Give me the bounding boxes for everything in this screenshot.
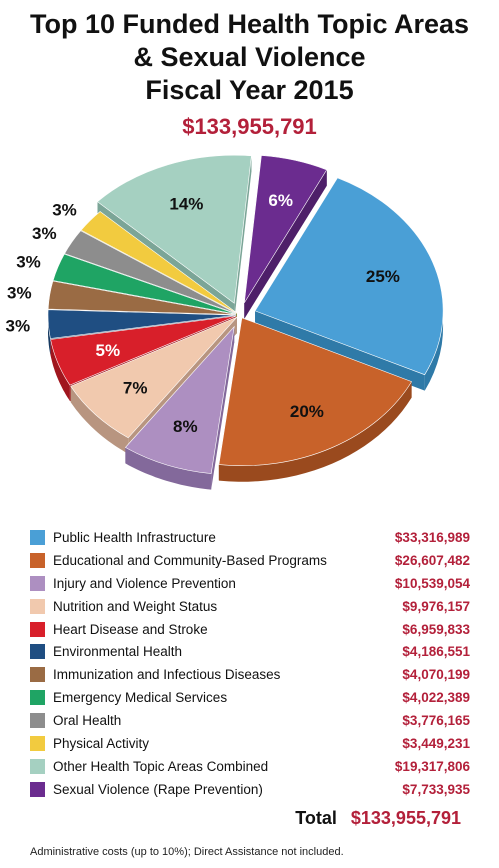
- pie-percent-label: 3%: [52, 201, 77, 220]
- pie-slice-wall: [234, 155, 252, 320]
- pie-percent-label: 8%: [173, 417, 198, 436]
- legend-value: $10,539,054: [394, 575, 470, 591]
- legend-item: Environmental Health $4,186,551: [30, 640, 470, 663]
- pie-percent-label: 5%: [96, 341, 121, 360]
- legend-value: $19,317,806: [394, 758, 470, 774]
- legend-label: Public Health Infrastructure: [53, 529, 216, 545]
- pie-slice-side: [50, 339, 70, 402]
- pie-percent-label: 6%: [268, 191, 293, 210]
- legend-swatch: [30, 644, 45, 660]
- pie-slice-wall: [244, 169, 327, 319]
- pie-chart: 25% 20% 8% 7%5% 3% 3% 3% 3% 3% 14% 6%: [6, 154, 444, 490]
- legend-swatch: [30, 713, 45, 729]
- grand-total: Total $133,955,791: [295, 808, 461, 829]
- title-line-1: Top 10 Funded Health Topic Areas: [29, 9, 470, 39]
- pie-slice: [244, 155, 328, 304]
- legend-item: Educational and Community-Based Programs…: [30, 549, 470, 572]
- legend-swatch: [30, 781, 45, 797]
- legend-label: Nutrition and Weight Status: [53, 598, 218, 614]
- legend-label: Educational and Community-Based Programs: [53, 552, 327, 568]
- pie-slice: [70, 316, 238, 439]
- legend-label: Emergency Medical Services: [53, 690, 228, 706]
- legend-value: $3,776,165: [402, 713, 470, 729]
- legend-swatch: [30, 621, 45, 637]
- footnote: Administrative costs (up to 10%); Direct…: [30, 846, 344, 858]
- legend-label: Sexual Violence (Rape Prevention): [53, 781, 263, 797]
- pie-slice: [47, 280, 237, 315]
- legend-swatch: [30, 598, 45, 614]
- pie-slice: [124, 325, 235, 474]
- legend-value: $4,022,389: [402, 690, 470, 706]
- legend-value: $26,607,482: [394, 552, 470, 568]
- legend-swatch: [30, 529, 45, 545]
- legend-swatch: [30, 552, 45, 568]
- legend-value: $4,070,199: [402, 667, 470, 683]
- legend-value: $33,316,989: [394, 529, 470, 545]
- legend-item: Immunization and Infectious Diseases $4,0…: [30, 663, 470, 686]
- legend-item: Injury and Violence Prevention $10,539,05…: [30, 572, 470, 595]
- legend-label: Injury and Violence Prevention: [53, 575, 236, 591]
- pie-slice-side: [70, 386, 129, 454]
- total-amount-heading: $133,955,791: [182, 114, 317, 139]
- pie-slice: [80, 211, 238, 314]
- legend-swatch: [30, 735, 45, 751]
- pie-percent-label: 3%: [7, 284, 32, 303]
- legend-item: Emergency Medical Services $4,022,389: [30, 686, 470, 709]
- legend-swatch: [30, 758, 45, 774]
- pie-slice: [50, 315, 237, 386]
- legend-item: Public Health Infrastructure $33,316,989: [30, 526, 470, 549]
- legend-item: Nutrition and Weight Status $9,976,157: [30, 595, 470, 618]
- legend-value: $3,449,231: [402, 735, 470, 751]
- legend-swatch: [30, 667, 45, 683]
- legend-label: Other Health Topic Areas Combined: [53, 758, 269, 774]
- legend-item: Physical Activity $3,449,231: [30, 732, 470, 755]
- legend-label: Physical Activity: [53, 735, 150, 751]
- legend-swatch: [30, 575, 45, 591]
- pie-percent-label: 20%: [290, 402, 324, 421]
- pie-percent-label: 3%: [6, 316, 31, 335]
- legend-label: Oral Health: [53, 713, 122, 729]
- pie-percent-label: 25%: [366, 267, 400, 286]
- legend-item: Oral Health $3,776,165: [30, 709, 470, 732]
- title-line-3: Fiscal Year 2015: [145, 75, 354, 105]
- legend-value: $7,733,935: [402, 781, 470, 797]
- pie-slice: [97, 154, 252, 304]
- legend-value: $4,186,551: [402, 644, 470, 660]
- pie-slice-wall: [211, 326, 235, 490]
- pie-slice: [254, 177, 444, 376]
- legend-swatch: [30, 690, 45, 706]
- legend-value: $9,976,157: [402, 598, 470, 614]
- pie-slice: [47, 309, 237, 339]
- pie-percent-label: 7%: [123, 378, 148, 397]
- legend-label: Heart Disease and Stroke: [53, 621, 208, 637]
- chart-title: Top 10 Funded Health Topic Areas & Sexua…: [0, 8, 499, 107]
- pie-slice-side: [218, 381, 412, 482]
- pie-slice: [64, 230, 237, 314]
- title-line-2: & Sexual Violence: [133, 42, 366, 72]
- legend: Public Health Infrastructure $33,316,989 E…: [30, 526, 470, 801]
- pie-percent-label: 14%: [169, 195, 203, 214]
- total-value: $133,955,791: [350, 808, 461, 828]
- pie-slice: [218, 317, 413, 467]
- legend-item: Heart Disease and Stroke $6,959,833: [30, 618, 470, 641]
- pie-percent-label: 3%: [16, 253, 41, 272]
- legend-item: Other Health Topic Areas Combined $19,317…: [30, 755, 470, 778]
- pie-slice: [52, 253, 237, 315]
- legend-value: $6,959,833: [402, 621, 470, 637]
- legend-item: Sexual Violence (Rape Prevention) $7,733,…: [30, 778, 470, 801]
- legend-label: Environmental Health: [53, 644, 183, 660]
- pie-percent-label: 3%: [32, 224, 57, 243]
- total-label: Total: [295, 808, 337, 828]
- legend-label: Immunization and Infectious Diseases: [53, 667, 281, 683]
